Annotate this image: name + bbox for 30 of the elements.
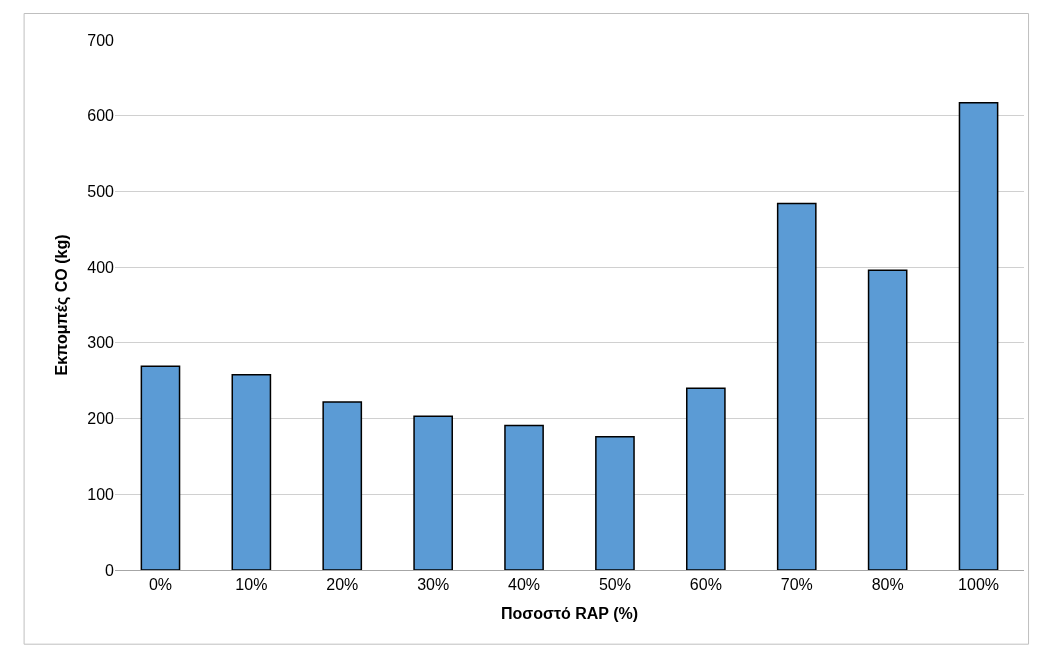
x-tick-label: 50% (598, 576, 631, 594)
bar (322, 401, 363, 570)
x-tick-label: 100% (958, 576, 1000, 594)
y-tick-label: 400 (87, 258, 115, 276)
y-tick-label: 200 (87, 410, 115, 428)
bar (140, 365, 181, 570)
x-tick-label: 60% (689, 576, 722, 594)
y-tick-label: 300 (87, 334, 115, 352)
x-tick-label: 10% (235, 576, 268, 594)
y-axis-title: Εκπομπές CO (kg) (53, 234, 72, 376)
bar (686, 387, 726, 570)
bar (595, 435, 635, 570)
y-tick-label: 600 (87, 107, 115, 125)
x-tick-label: 20% (326, 576, 359, 594)
bar (413, 415, 453, 570)
y-tick-label: 500 (87, 183, 115, 201)
bar (958, 102, 999, 570)
x-tick-label: 70% (780, 576, 813, 594)
x-tick-label: 0% (148, 576, 173, 594)
x-axis-title: Ποσοστό RAP (%) (500, 604, 639, 622)
bar (867, 269, 908, 570)
x-tick-label: 80% (871, 576, 904, 594)
x-tick-label: 40% (508, 576, 541, 594)
y-tick-label: 0 (105, 561, 115, 579)
y-tick-label: 700 (87, 31, 115, 49)
bar (776, 202, 817, 570)
bar (504, 424, 544, 570)
bar (231, 373, 272, 570)
y-tick-label: 100 (87, 485, 115, 503)
x-tick-label: 30% (417, 576, 450, 594)
